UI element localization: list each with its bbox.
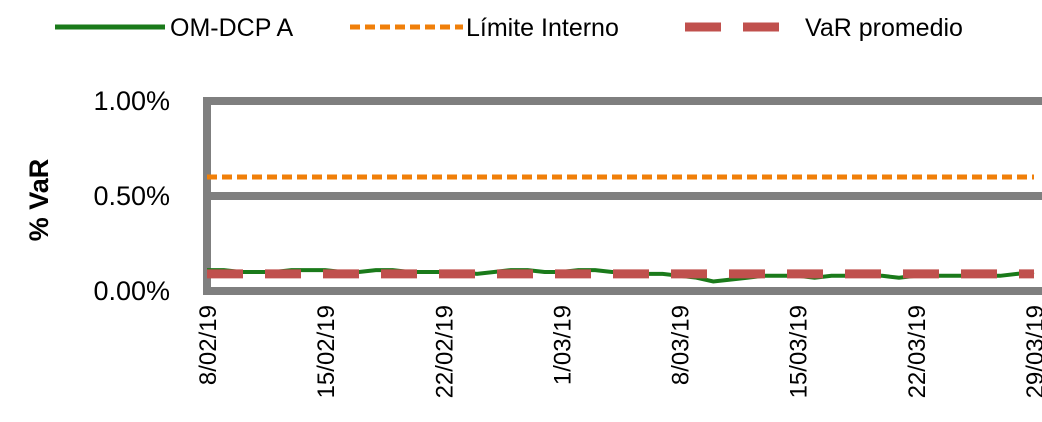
legend-item-limite-interno: Límite Interno: [350, 14, 619, 42]
y-axis-tick-labels: 0.00% 0.50% 1.00%: [93, 86, 170, 306]
y-tick-label-2: 1.00%: [93, 86, 170, 116]
y-tick-label-1: 0.50%: [93, 181, 170, 211]
x-tick-label-1: 15/02/19: [313, 305, 340, 398]
x-tick-label-7: 29/03/19: [1022, 305, 1042, 398]
x-tick-label-6: 22/03/19: [904, 305, 931, 398]
legend-label-om-dcp-a: OM-DCP A: [170, 14, 293, 42]
x-tick-label-0: 8/02/19: [195, 305, 222, 385]
x-tick-label-5: 15/03/19: [786, 305, 813, 398]
x-tick-label-3: 1/03/19: [549, 305, 576, 385]
gridlines: [203, 97, 1042, 295]
legend-label-limite-interno: Límite Interno: [466, 14, 619, 42]
legend-label-var-promedio: VaR promedio: [805, 14, 963, 42]
x-tick-label-4: 8/03/19: [668, 305, 695, 385]
x-tick-label-2: 22/02/19: [431, 305, 458, 398]
series-lines: [207, 174, 1035, 284]
y-axis-title: % VaR: [24, 159, 54, 242]
legend: OM-DCP A Límite Interno VaR promedio: [55, 14, 963, 42]
y-tick-label-0: 0.00%: [93, 276, 170, 306]
x-axis-tick-labels: 8/02/19 15/02/19 22/02/19 1/03/19 8/03/19 15/…: [195, 305, 1042, 398]
legend-item-om-dcp-a: OM-DCP A: [55, 14, 293, 42]
legend-item-var-promedio: VaR promedio: [685, 14, 963, 42]
